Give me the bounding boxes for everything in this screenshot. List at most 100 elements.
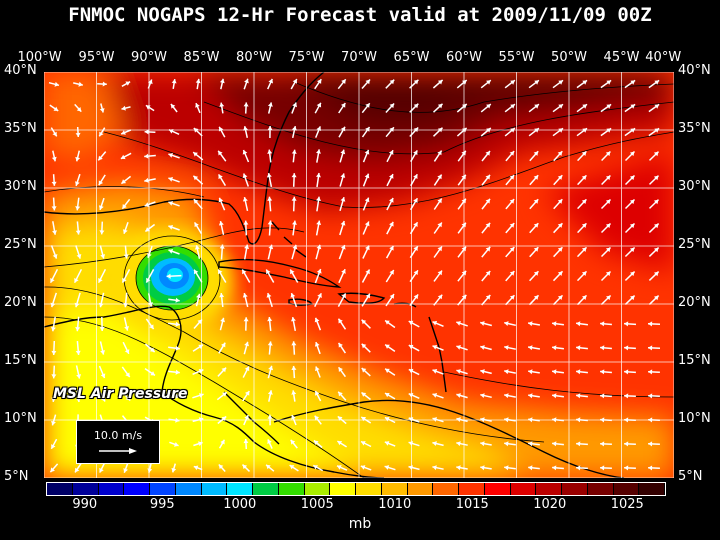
wind-arrow	[600, 222, 612, 234]
wind-arrow	[553, 198, 563, 210]
wind-arrow	[409, 103, 419, 113]
wind-arrow	[123, 317, 129, 331]
wind-arrow	[433, 174, 443, 186]
wind-arrow	[267, 102, 273, 114]
colorbar-segment	[356, 483, 382, 495]
wind-arrow	[648, 103, 660, 113]
wind-arrow	[338, 126, 346, 138]
wind-arrow	[648, 151, 660, 161]
wind-arrow	[144, 153, 156, 159]
wind-arrow	[432, 393, 444, 399]
wind-arrow	[193, 269, 203, 283]
wind-arrow	[553, 222, 563, 234]
colorbar	[46, 482, 666, 496]
wind-arrow	[267, 439, 273, 449]
colorbar-segment	[381, 483, 408, 495]
colorbar-unit: mb	[348, 516, 372, 532]
wind-arrow	[339, 173, 346, 187]
wind-arrow	[409, 221, 419, 235]
wind-arrow	[384, 441, 396, 447]
wind-arrow	[481, 198, 491, 210]
pressure-map	[44, 72, 674, 478]
wind-arrow	[576, 79, 588, 89]
wind-arrow	[553, 246, 563, 258]
colorbar-tick-label: 1000	[223, 497, 257, 512]
wind-arrow	[529, 270, 539, 282]
wind-arrow	[337, 440, 347, 448]
wind-arrow	[529, 150, 539, 162]
wind-arrow	[337, 293, 347, 307]
colorbar-segment	[459, 483, 485, 495]
colorbar-segment	[72, 483, 99, 495]
wind-arrow	[384, 368, 396, 376]
latitude-label-right: 20°N	[678, 295, 711, 310]
wind-arrow	[74, 463, 82, 473]
wind-arrow	[168, 369, 180, 375]
wind-arrow	[433, 222, 443, 234]
wind-arrow	[98, 365, 106, 379]
latitude-label-left: 15°N	[4, 353, 37, 368]
wind-arrow	[218, 126, 226, 138]
wind-arrow	[361, 102, 371, 114]
wind-arrow	[292, 220, 297, 236]
wind-arrow	[552, 294, 564, 306]
wind-arrow	[217, 367, 227, 377]
wind-arrow	[504, 465, 516, 471]
wind-arrow	[75, 197, 81, 211]
wind-arrow	[410, 173, 418, 187]
wind-arrow	[313, 439, 323, 449]
wind-arrow	[409, 79, 419, 89]
wind-arrow	[121, 81, 131, 87]
wind-arrow	[120, 175, 132, 185]
longitude-label: 70°W	[341, 50, 377, 65]
wind-arrow	[219, 293, 225, 307]
colorbar-segment	[330, 483, 356, 495]
wind-arrow	[145, 318, 155, 330]
wind-arrow	[195, 78, 201, 90]
wind-arrow	[624, 369, 636, 375]
wind-arrow	[600, 393, 612, 399]
reference-vector-box: 10.0 m/s	[76, 420, 160, 464]
wind-arrow	[552, 393, 564, 399]
wind-arrow	[527, 345, 541, 351]
wind-arrow	[386, 221, 394, 235]
longitude-label: 85°W	[183, 50, 220, 65]
colorbar-segment	[124, 483, 150, 495]
wind-arrow	[267, 317, 273, 331]
wind-arrow	[243, 317, 249, 331]
wind-arrow	[576, 393, 588, 399]
wind-arrow	[338, 268, 346, 284]
wind-arrow	[648, 295, 660, 305]
wind-arrow	[168, 129, 180, 135]
wind-arrow	[624, 465, 636, 471]
wind-arrow	[168, 177, 180, 183]
wind-arrow	[168, 225, 180, 231]
wind-arrow	[504, 441, 516, 447]
wind-arrow	[242, 149, 250, 163]
wind-arrow	[648, 271, 660, 281]
wind-arrow	[600, 246, 612, 258]
wind-arrow	[216, 391, 228, 401]
wind-arrow	[528, 465, 540, 471]
wind-arrow	[75, 173, 81, 187]
wind-arrow	[316, 172, 321, 188]
wind-arrow	[481, 174, 491, 186]
wind-arrow	[362, 221, 370, 235]
wind-arrow	[193, 319, 203, 329]
wind-arrow	[123, 245, 129, 259]
wind-arrow	[169, 441, 179, 447]
wind-arrow	[457, 174, 467, 186]
wind-arrow	[577, 174, 587, 186]
wind-arrow	[553, 150, 563, 162]
latitude-label-left: 10°N	[4, 411, 37, 426]
wind-arrow	[528, 441, 540, 447]
wind-arrow	[243, 126, 249, 138]
wind-arrow	[552, 417, 564, 423]
wind-arrow	[408, 441, 420, 447]
wind-arrow	[481, 294, 491, 306]
wind-arrow	[267, 149, 273, 163]
longitude-label: 90°W	[131, 50, 167, 65]
latitude-label-left: 20°N	[4, 295, 37, 310]
wind-arrow	[600, 103, 612, 113]
wind-arrow	[576, 441, 588, 447]
